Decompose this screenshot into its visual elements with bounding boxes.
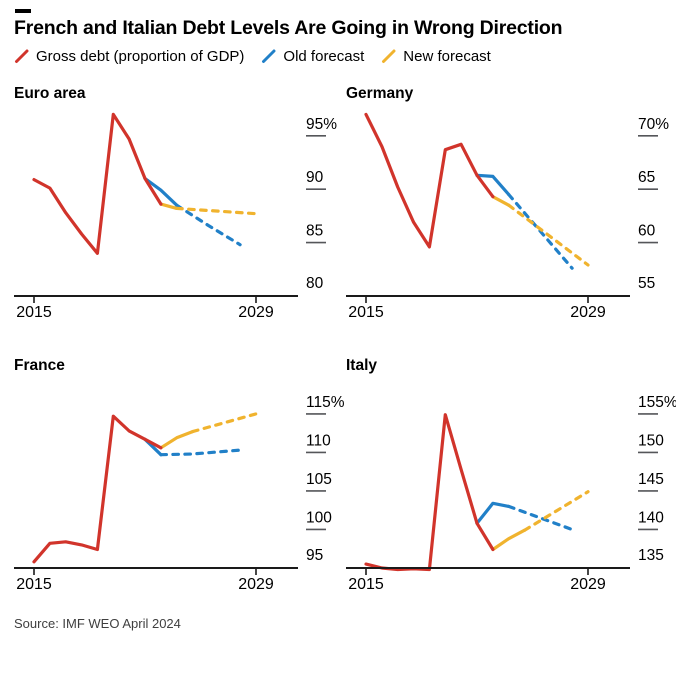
series-old-forecast xyxy=(475,501,511,525)
x-tick-label: 2029 xyxy=(238,304,274,321)
series-old-forecast xyxy=(143,176,179,207)
y-tick-label: 70% xyxy=(638,116,669,133)
y-tick-label: 55 xyxy=(638,275,655,292)
blue-slash-icon xyxy=(262,49,276,63)
y-tick-label: 115% xyxy=(306,394,344,411)
panel-title-italy: Italy xyxy=(346,356,378,374)
series-gross-debt-proportion-of-gdp- xyxy=(32,414,163,564)
series-gross-debt-proportion-of-gdp- xyxy=(364,112,495,249)
y-tick-label: 105 xyxy=(306,471,332,488)
x-tick-label: 2029 xyxy=(570,304,606,321)
legend-label: Gross debt (proportion of GDP) xyxy=(36,47,245,65)
legend-item-new-forecast: New forecast xyxy=(381,48,491,65)
y-tick-label: 110 xyxy=(306,432,331,449)
y-tick-label: 95 xyxy=(306,547,323,564)
x-tick-label: 2015 xyxy=(348,304,384,321)
charts-grid: Euro area 2015 2029 95% 90 85 80 Germany 2015 202… xyxy=(14,85,677,599)
y-tick-label: 100 xyxy=(306,509,332,526)
y-tick-label: 145 xyxy=(638,471,664,488)
series-dashed-new-forecast xyxy=(191,412,258,434)
brand-dash xyxy=(15,9,31,13)
chart-canvas-italy: 2015 2029 155% 150 145 140 135 xyxy=(346,394,677,593)
panel-title-france: France xyxy=(14,356,65,374)
panel-title-germany: Germany xyxy=(346,84,414,102)
series-dashed-new-forecast xyxy=(507,203,590,267)
series-dashed-old-forecast xyxy=(507,192,574,270)
x-tick-label: 2029 xyxy=(570,576,606,593)
yellow-slash-icon xyxy=(382,49,396,63)
chart-panel-germany: Germany 2015 2029 70% 65 60 55 xyxy=(346,85,677,327)
series-old-forecast xyxy=(475,173,511,197)
source-note: Source: IMF WEO April 2024 xyxy=(14,615,181,631)
y-tick-label: 65 xyxy=(638,169,655,186)
chart-canvas-germany: 2015 2029 70% 65 60 55 xyxy=(346,112,669,321)
series-gross-debt-proportion-of-gdp- xyxy=(364,413,495,572)
series-new-forecast xyxy=(159,429,195,450)
series-dashed-new-forecast xyxy=(523,490,590,532)
legend: Gross debt (proportion of GDP) Old forec… xyxy=(14,48,677,65)
panel-title-euro-area: Euro area xyxy=(14,84,86,102)
page-title: French and Italian Debt Levels Are Going… xyxy=(14,16,563,39)
y-tick-label: 85 xyxy=(306,223,323,240)
series-dashed-old-forecast xyxy=(159,448,242,457)
y-tick-label: 95% xyxy=(306,116,337,133)
chart-panel-italy: Italy 2015 2029 155% 150 145 140 135 xyxy=(346,357,677,599)
y-tick-label: 135 xyxy=(638,547,664,564)
chart-canvas-france: 2015 2029 115% 110 105 100 95 xyxy=(14,394,345,593)
red-slash-icon xyxy=(15,49,29,63)
y-tick-label: 60 xyxy=(638,223,656,240)
series-dashed-new-forecast xyxy=(175,206,258,216)
series-dashed-old-forecast xyxy=(507,504,574,532)
y-tick-label: 140 xyxy=(638,509,664,526)
chart-panel-euro-area: Euro area 2015 2029 95% 90 85 80 xyxy=(14,85,345,327)
legend-label: New forecast xyxy=(403,47,491,65)
y-tick-label: 150 xyxy=(638,432,664,449)
series-gross-debt-proportion-of-gdp- xyxy=(32,112,163,255)
chart-canvas-euro-area: 2015 2029 95% 90 85 80 xyxy=(14,112,337,321)
series-new-forecast xyxy=(159,202,179,210)
x-tick-label: 2015 xyxy=(16,304,52,321)
y-tick-label: 90 xyxy=(306,169,324,186)
y-tick-label: 155% xyxy=(638,394,676,411)
x-tick-label: 2015 xyxy=(16,576,52,593)
y-tick-label: 80 xyxy=(306,275,324,292)
legend-item-gross-debt: Gross debt (proportion of GDP) xyxy=(14,48,244,65)
series-new-forecast xyxy=(491,195,511,207)
series-dashed-old-forecast xyxy=(175,203,242,247)
x-tick-label: 2015 xyxy=(348,576,384,593)
legend-item-old-forecast: Old forecast xyxy=(261,48,364,65)
chart-panel-france: France 2015 2029 115% 110 105 100 95 xyxy=(14,357,345,599)
x-tick-label: 2029 xyxy=(238,576,274,593)
series-new-forecast xyxy=(491,528,527,552)
legend-label: Old forecast xyxy=(283,47,365,65)
